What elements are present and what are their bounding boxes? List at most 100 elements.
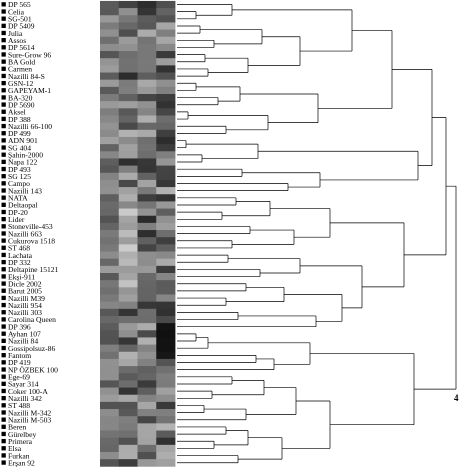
heatmap-cell [137, 36, 157, 45]
genotype-label: Nazilli 84-S [8, 72, 45, 81]
heatmap-cell [118, 394, 138, 403]
bullet-marker [1, 45, 6, 50]
genotype-row: DP 5614 [1, 43, 35, 52]
heatmap-cell [137, 187, 157, 195]
genotype-row: Carolina Queen [1, 315, 56, 324]
heatmap-cell [118, 430, 138, 439]
dendrogram-branch [270, 208, 331, 238]
heatmap-cell [137, 22, 157, 30]
heatmap-cell [100, 444, 120, 453]
heatmap-cell [100, 258, 120, 267]
heatmap-cell [156, 0, 176, 9]
heatmap-cell [137, 287, 157, 295]
heatmap-cell [156, 158, 176, 166]
bullet-marker [1, 202, 6, 207]
heatmap-cell [156, 380, 176, 388]
heatmap-cell [156, 323, 176, 331]
heatmap-cell [100, 58, 120, 66]
heatmap-cell [118, 294, 138, 303]
heatmap-cell [156, 15, 176, 23]
heatmap-cell [118, 122, 138, 131]
heatmap-cell [137, 315, 157, 324]
heatmap-cell [156, 394, 176, 403]
heatmap-cell [118, 230, 138, 238]
genotype-row: Deltaopal [1, 201, 38, 210]
heatmap-cell [100, 108, 120, 116]
genotype-label: Assos [8, 36, 26, 45]
bullet-marker [1, 181, 6, 186]
genotype-row: SG 125 [1, 172, 31, 181]
heatmap-cell [100, 158, 120, 166]
heatmap-cell [156, 273, 176, 281]
genotype-row: Nazilli 84 [1, 337, 38, 346]
heatmap-cell [137, 86, 157, 95]
genotype-row: DP 396 [1, 322, 31, 331]
heatmap-cell [118, 337, 138, 345]
dendrogram-branch [177, 297, 227, 306]
heatmap-cell [118, 94, 138, 102]
heatmap-cell [100, 22, 120, 30]
bullet-marker [1, 80, 6, 86]
genotype-row: Primera [1, 437, 33, 446]
heatmap-cell [156, 115, 176, 124]
bullet-marker [1, 388, 6, 394]
heatmap-cell [156, 265, 176, 274]
dendrogram-branch [177, 254, 229, 263]
genotype-label: DP 5409 [8, 22, 35, 31]
dendrogram-branch [238, 437, 283, 460]
heatmap-cell [156, 129, 176, 138]
bullet-marker [1, 188, 6, 193]
heatmap-cell [156, 315, 176, 324]
heatmap-cell [137, 444, 157, 453]
dendrogram-branch [212, 380, 265, 396]
dendrogram-branch [177, 312, 239, 320]
genotype-label: Nazilli M-342 [8, 408, 51, 417]
genotype-row: Lachata [1, 251, 33, 260]
bullet-marker [1, 231, 6, 236]
genotype-label: Nazilli 342 [8, 394, 42, 403]
heatmap-cell [137, 108, 157, 116]
heatmap-cell [137, 380, 157, 388]
heatmap-cell [118, 86, 138, 95]
heatmap-cell [156, 215, 176, 224]
heatmap-cell [156, 65, 176, 73]
heatmap-cell [100, 208, 120, 217]
heatmap-cell [156, 108, 176, 116]
genotype-row: Ayhan 107 [1, 330, 41, 339]
heatmap-cell [156, 423, 176, 431]
heatmap-cell [137, 201, 157, 209]
heatmap-cell [100, 416, 120, 424]
dendrogram-branch [177, 315, 317, 328]
dendrogram-branch [232, 9, 353, 52]
heatmap-cell [137, 179, 157, 188]
heatmap-cell [137, 215, 157, 224]
heatmap-cell [100, 179, 120, 188]
heatmap-cell [137, 437, 157, 446]
bullet-marker [1, 259, 6, 265]
dendrogram-branch [177, 405, 205, 413]
genotype-row: Aksel [1, 108, 26, 117]
dendrogram-branch [404, 117, 447, 256]
heatmap-cell [100, 151, 120, 159]
bullet-marker [1, 302, 6, 308]
dendrogram-branch [188, 115, 269, 131]
heatmap-cell [100, 8, 120, 16]
heatmap-cell [118, 437, 138, 446]
genotype-label: Lider [8, 215, 25, 224]
dendrogram-branch [208, 342, 311, 365]
heatmap-cell [118, 244, 138, 252]
dendrogram-branch [177, 125, 227, 134]
genotype-label: Carmen [8, 65, 32, 74]
genotype-label: DP 5614 [8, 43, 35, 52]
dendrogram-tree [177, 4, 457, 464]
genotype-row: Coker 100-A [1, 387, 48, 396]
bullet-marker [1, 59, 6, 64]
genotype-row: Nazilli M39 [1, 294, 45, 303]
genotype-row: Nazilli 303 [1, 308, 42, 317]
heatmap-cell [137, 344, 157, 353]
heatmap-cell [100, 43, 120, 52]
dendrogram-branch [177, 240, 233, 249]
bullet-marker [1, 9, 6, 14]
genotype-row: DP 332 [1, 258, 31, 267]
heatmap-cell [156, 101, 176, 109]
